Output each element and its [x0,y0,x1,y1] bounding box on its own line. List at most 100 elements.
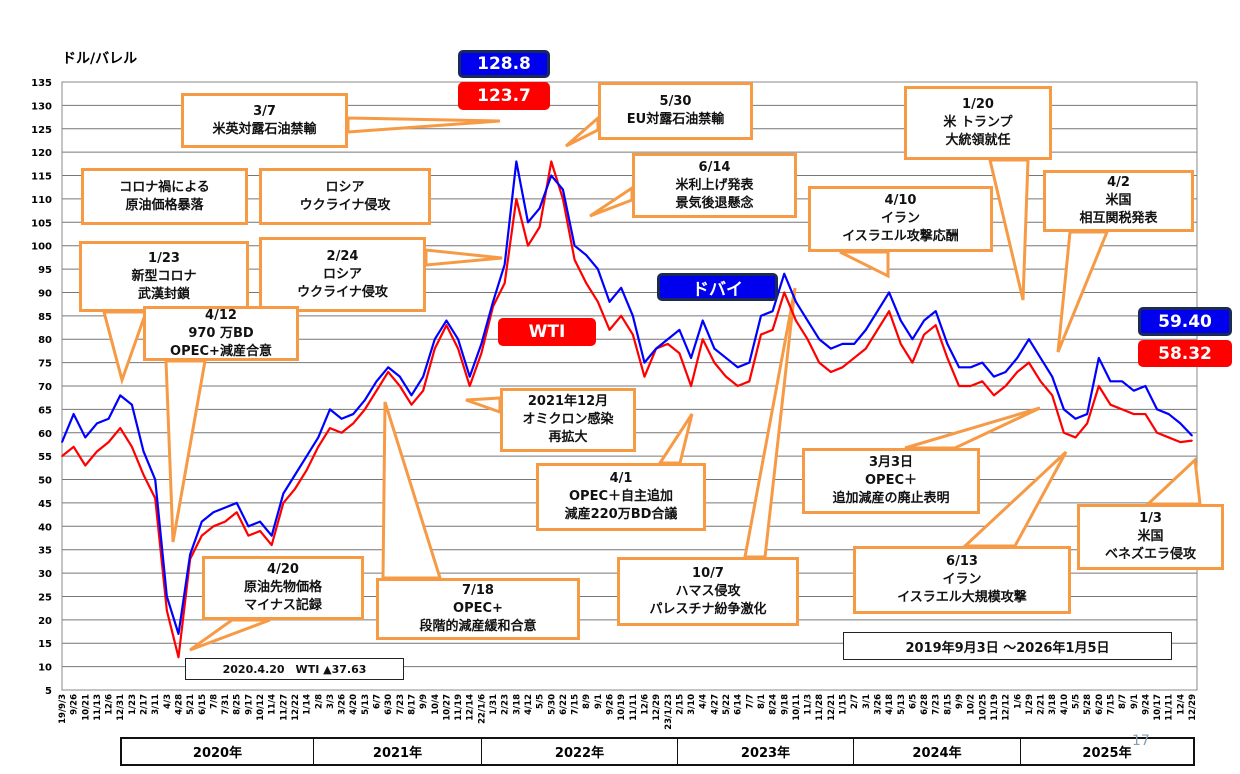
callout-pointer [189,618,271,652]
data-point [830,347,832,350]
data-point [1167,413,1170,415]
x-tick-label: 10/21 [81,694,91,721]
x-tick-label: 4/27 [710,694,720,715]
x-tick-label: 4/20 [349,694,359,715]
data-point [212,511,215,514]
data-point [387,371,389,373]
annotation-callout: ロシア ウクライナ侵攻 [259,168,431,225]
x-tick-label: 6/30 [384,694,394,715]
data-point [189,553,191,556]
x-tick-label: 8/25 [233,694,243,715]
data-point [993,394,995,397]
data-point [958,385,960,387]
callout-pointer [424,248,503,267]
data-point [468,375,471,378]
data-point [771,310,774,312]
annotation-line: OPEC+ [453,601,503,616]
data-point [923,333,925,336]
data-point [515,160,518,163]
data-point [422,375,424,378]
data-point [1167,436,1170,439]
annotation-line: 再拡大 [548,430,588,445]
x-tick-label: 9/17 [244,694,254,715]
data-point [725,357,727,359]
data-point [445,324,448,327]
data-point [1051,375,1054,378]
x-tick-label: 3/10 [687,694,697,715]
data-point [643,375,646,378]
x-tick-label: 10/2 [967,694,977,715]
data-point [107,441,110,443]
data-point [1063,431,1065,434]
wti-latest-label: 58.32 [1138,340,1232,367]
x-tick-label: 3/18 [512,694,522,715]
data-point [701,319,704,322]
x-tick-label: 5/5 [536,694,546,709]
annotation-callout: 7/18 OPEC+ 段階的減産緩和合意 [376,578,580,640]
x-tick-label: 5/22 [722,694,732,715]
data-point [1156,408,1158,411]
data-point [760,333,762,336]
data-point [806,319,809,322]
x-tick-label: 9/26 [606,694,616,715]
data-point [830,371,832,373]
data-point [422,389,424,392]
wti-series-label: WTI [498,318,596,346]
page-number: 17 [1132,733,1150,749]
x-tick-label: 9/9 [419,694,429,709]
data-point [340,431,343,434]
x-tick-label: 8/9 [582,694,592,709]
x-tick-label: 10/17 [1153,694,1163,721]
data-point [259,520,261,523]
x-tick-label: 7/15 [1106,694,1116,715]
data-point [608,329,611,331]
series-line-dubai [60,160,1193,635]
data-point [527,221,529,224]
x-tick-label: 5/21 [186,694,196,715]
data-point [865,347,867,350]
data-point [515,198,518,200]
data-point [1098,385,1100,387]
annotation-callout: 1/20 米 トランプ 大統領就任 [904,86,1052,160]
x-tick-label: 12/4 [1176,694,1186,715]
data-point [305,469,308,471]
y-tick-label: 120 [31,148,52,159]
data-point [433,338,436,341]
data-point [713,347,716,350]
data-point [235,502,238,504]
year-label: 2025年 [1020,739,1193,764]
data-point [235,511,238,514]
x-tick-label: 4/18 [885,694,895,715]
x-tick-label: 8/24 [769,694,779,715]
callout-pointer [102,310,149,386]
x-tick-label: 6/28 [920,694,930,715]
x-tick-label: 11/13 [93,694,103,721]
data-point [329,427,331,429]
data-point [282,502,285,504]
data-point [771,329,774,331]
x-tick-label: 9/26 [70,694,80,715]
data-point [899,319,902,322]
y-tick-label: 15 [38,639,52,650]
y-tick-label: 45 [38,499,52,510]
x-tick-label: 5/30 [547,694,557,715]
y-tick-label: 115 [31,172,52,183]
data-point [818,338,821,341]
data-point [1144,413,1147,415]
data-point [620,286,622,289]
x-tick-label: 2/8 [314,694,324,709]
data-point [294,474,296,476]
data-point [923,319,925,322]
series-line-wti [61,160,1193,659]
data-point [783,272,786,275]
data-point [876,329,879,331]
data-point [1028,338,1030,341]
x-tick-label: 4/4 [699,694,709,709]
data-point [725,375,727,378]
data-point [550,160,553,163]
x-tick-label: 3/11 [151,694,161,715]
x-tick-label: 23/1/23 [664,694,674,730]
annotation-callout: 5/30 EU対露石油禁輸 [598,82,753,140]
data-point [177,633,180,635]
x-tick-label: 2/21 [1037,694,1047,715]
